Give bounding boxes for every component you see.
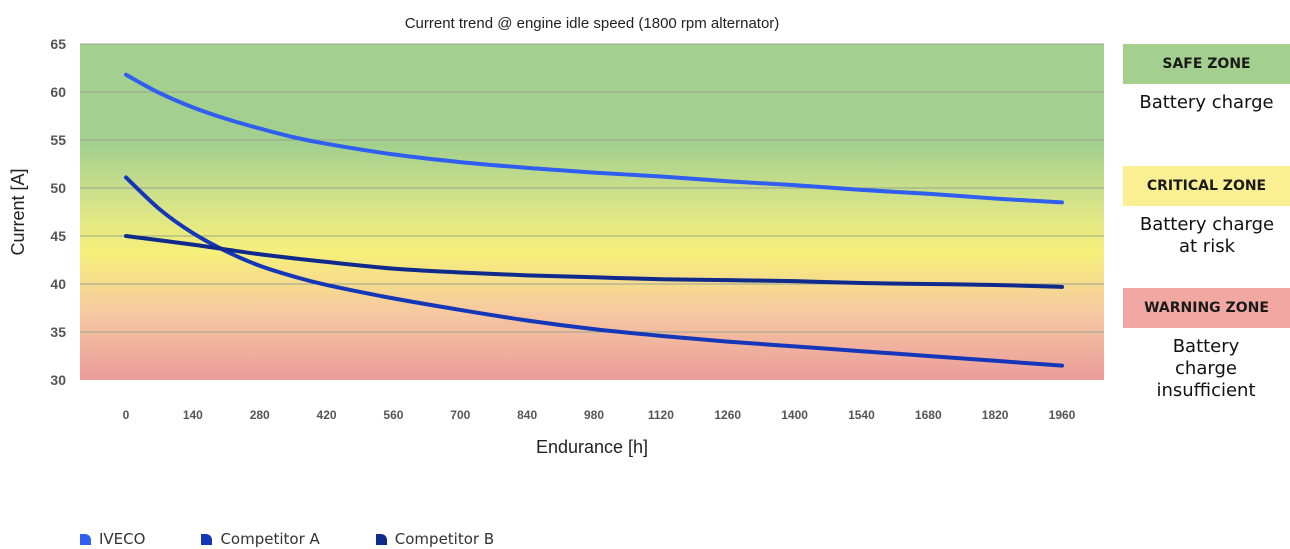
x-tick-label: 0 [123,408,130,422]
legend-label-iveco: IVECO [99,530,146,548]
plot-background [80,44,1104,380]
series-lines [124,72,1064,368]
axes: 30 35 40 45 50 55 60 65 0 140 280 420 560 700 840 980 11… [50,36,1075,422]
x-tick-label: 1400 [781,408,808,422]
x-tick-label: 1820 [982,408,1009,422]
x-tick-label: 1120 [648,408,674,422]
series-line-competitor-b [124,234,1064,289]
x-axis-label: Endurance [h] [536,437,648,457]
x-tick-label: 1540 [848,408,875,422]
critical-zone-label: CRITICAL ZONE [1123,166,1290,206]
series-line-iveco [124,72,1064,205]
y-tick-label: 40 [50,276,66,292]
chart-legend: IVECO Competitor A Competitor B [80,530,550,548]
y-tick-label: 30 [50,372,66,388]
critical-zone-description: Battery charge at risk [1139,214,1275,257]
x-tick-label: 280 [250,408,270,422]
x-tick-label: 700 [450,408,470,422]
x-tick-label: 980 [584,408,604,422]
x-tick-label: 1960 [1049,408,1076,422]
y-tick-label: 60 [50,84,66,100]
warning-zone-label: WARNING ZONE [1123,288,1290,328]
legend-swatch-iveco [80,533,91,545]
safe-zone-panel: SAFE ZONE Battery charge [1123,44,1290,114]
x-tick-label: 420 [317,408,337,422]
legend-item-iveco: IVECO [80,530,145,548]
legend-item-competitor-a: Competitor A [201,530,320,548]
safe-zone-description: Battery charge [1139,92,1274,113]
y-axis-label: Current [A] [8,168,28,255]
y-tick-label: 55 [50,132,66,148]
legend-label-competitor-b: Competitor B [394,530,495,548]
safe-zone-label: SAFE ZONE [1123,44,1290,84]
chart-title: Current trend @ engine idle speed (1800 … [405,15,780,32]
grid-lines [80,43,1104,333]
legend-swatch-competitor-b [375,533,387,545]
critical-zone-panel: CRITICAL ZONE Battery charge at risk [1123,166,1290,258]
warning-zone-panel: WARNING ZONE Battery charge insufficient [1123,288,1290,402]
x-tick-label: 560 [383,408,403,422]
y-tick-label: 50 [50,180,66,196]
warning-zone-description: Battery charge insufficient [1156,336,1256,401]
x-tick-label: 1680 [915,408,942,422]
x-tick-label: 140 [183,408,203,422]
legend-label-competitor-a: Competitor A [220,530,320,548]
legend-item-competitor-b: Competitor B [375,530,495,548]
y-tick-label: 35 [50,324,66,340]
x-tick-label: 840 [517,408,537,422]
y-tick-label: 65 [50,36,66,52]
legend-swatch-competitor-a [201,533,213,545]
x-tick-label: 1260 [714,408,741,422]
y-tick-label: 45 [50,228,66,244]
